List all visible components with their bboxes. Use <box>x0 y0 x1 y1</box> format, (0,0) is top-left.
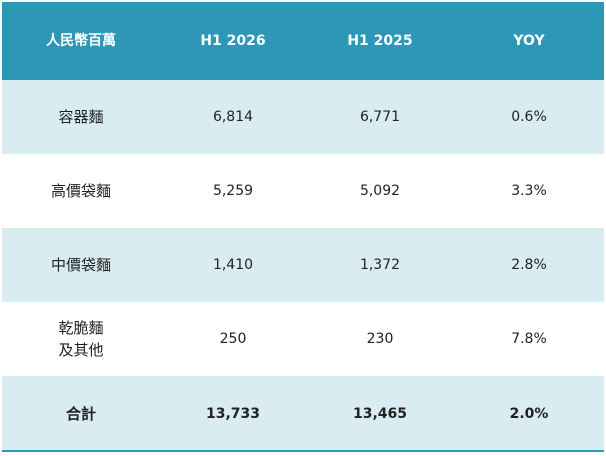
table-row: 乾脆麵 及其他 250 230 7.8% <box>2 302 604 376</box>
row-yoy: 2.8% <box>511 257 547 273</box>
total-row: 合計 13,733 13,465 2.0% <box>2 376 604 451</box>
table-bottom-border <box>2 450 604 452</box>
row-h1-2026: 250 <box>219 331 247 347</box>
row-label: 中價袋麵 <box>50 256 111 274</box>
total-h1-2025: 13,465 <box>352 405 408 422</box>
row-h1-2026: 6,814 <box>212 109 254 125</box>
table-row: 中價袋麵 1,410 1,372 2.8% <box>2 228 604 302</box>
row-h1-2025: 5,092 <box>359 183 401 199</box>
header-h1-2025: H1 2025 <box>347 33 413 49</box>
total-h1-2026: 13,733 <box>205 405 261 422</box>
row-h1-2026: 1,410 <box>212 257 254 273</box>
table-header-row: 人民幣百萬 H1 2026 H1 2025 YOY <box>2 2 604 80</box>
row-label: 容器麵 <box>58 108 104 126</box>
row-h1-2026: 5,259 <box>212 183 254 199</box>
sales-table: 人民幣百萬 H1 2026 H1 2025 YOY 容器麵 6,814 6,77… <box>2 2 604 451</box>
table-row: 容器麵 6,814 6,771 0.6% <box>2 80 604 154</box>
row-label: 乾脆麵 及其他 <box>2 317 160 361</box>
total-label: 合計 <box>65 404 96 423</box>
header-unit: 人民幣百萬 <box>46 33 116 49</box>
total-yoy: 2.0% <box>509 405 549 422</box>
row-yoy: 7.8% <box>511 331 547 347</box>
row-h1-2025: 6,771 <box>359 109 401 125</box>
row-h1-2025: 1,372 <box>359 257 401 273</box>
table-row: 高價袋麵 5,259 5,092 3.3% <box>2 154 604 228</box>
row-label-line1: 乾脆麵 <box>58 319 104 337</box>
header-yoy: YOY <box>513 33 545 49</box>
row-yoy: 3.3% <box>511 183 547 199</box>
row-label: 高價袋麵 <box>50 182 111 200</box>
header-h1-2026: H1 2026 <box>200 33 266 49</box>
row-h1-2025: 230 <box>366 331 394 347</box>
row-label-line2: 及其他 <box>58 341 104 359</box>
row-yoy: 0.6% <box>511 109 547 125</box>
